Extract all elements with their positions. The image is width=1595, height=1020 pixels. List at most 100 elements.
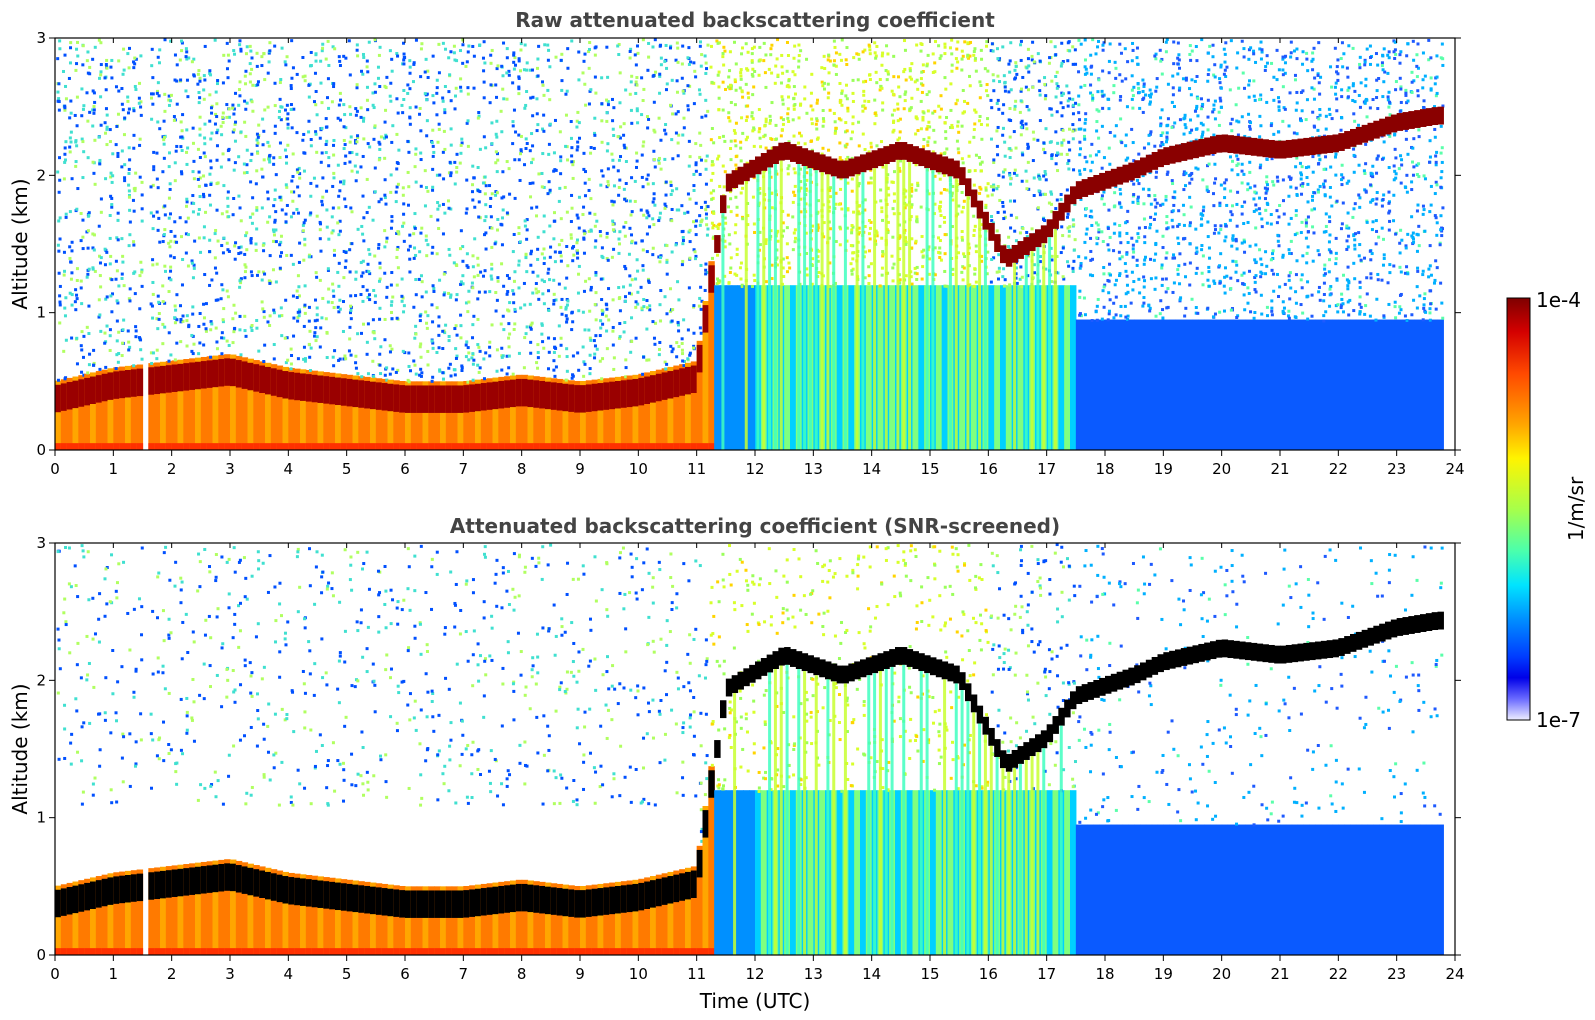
noise-cell [91, 89, 95, 93]
noise-cell [419, 374, 423, 378]
cloud-layer-cell [825, 156, 832, 175]
heatmap-cell [125, 443, 132, 450]
noise-cell [635, 83, 639, 87]
noise-cell [261, 117, 265, 121]
noise-cell [886, 231, 890, 235]
noise-cell [542, 129, 546, 133]
noise-cell [233, 161, 237, 165]
noise-cell [192, 159, 196, 163]
noise-cell [127, 348, 131, 352]
noise-cell [286, 117, 290, 121]
noise-cell [459, 77, 463, 81]
noise-cell [383, 193, 387, 197]
heatmap-cell [247, 443, 254, 450]
heatmap-cell [912, 285, 919, 450]
noise-cell [570, 206, 574, 210]
noise-cell [116, 154, 120, 158]
noise-cell [833, 129, 837, 133]
noise-cell [372, 106, 376, 110]
heatmap-cell [562, 379, 569, 450]
heatmap-cell [405, 443, 412, 450]
noise-cell [1013, 107, 1017, 111]
noise-cell [589, 285, 593, 289]
noise-cell [693, 257, 697, 261]
noise-cell [285, 103, 289, 107]
noise-cell [552, 368, 556, 372]
noise-cell [368, 145, 372, 149]
noise-cell [420, 371, 424, 375]
noise-cell [431, 188, 435, 192]
noise-cell [927, 245, 931, 249]
noise-cell [797, 54, 801, 58]
noise-cell [378, 84, 382, 88]
noise-cell [966, 53, 970, 57]
noise-cell [250, 67, 254, 71]
noise-cell [834, 191, 838, 195]
noise-cell [460, 141, 464, 145]
noise-cell [490, 121, 494, 125]
noise-cell [634, 305, 638, 309]
noise-cell [209, 320, 213, 324]
noise-cell [164, 269, 168, 273]
noise-cell [256, 151, 260, 155]
noise-cell [594, 239, 598, 243]
noise-cell [202, 195, 206, 199]
noise-cell [885, 44, 889, 48]
noise-cell [1053, 45, 1057, 49]
precip-streak [808, 168, 812, 450]
noise-cell [704, 114, 708, 118]
noise-cell [303, 74, 307, 78]
noise-cell [645, 250, 649, 254]
noise-cell [213, 122, 217, 126]
noise-cell [378, 352, 382, 356]
noise-cell [332, 248, 336, 252]
noise-cell [664, 205, 668, 209]
noise-cell [115, 299, 119, 303]
noise-cell [390, 347, 394, 351]
noise-cell [680, 337, 684, 341]
heatmap-cell [504, 376, 511, 450]
noise-cell [1019, 125, 1023, 129]
noise-cell [349, 206, 353, 210]
noise-cell [733, 131, 737, 135]
noise-cell [496, 158, 500, 162]
noise-cell [191, 210, 195, 214]
heatmap-cell [510, 443, 517, 450]
noise-cell [244, 265, 248, 269]
noise-cell [546, 271, 550, 275]
noise-cell [385, 75, 389, 79]
noise-cell [163, 264, 167, 268]
noise-cell [507, 309, 511, 313]
noise-cell [954, 102, 958, 106]
noise-cell [922, 248, 926, 252]
noise-cell [851, 115, 855, 119]
noise-cell [704, 182, 708, 186]
noise-cell [768, 118, 772, 122]
noise-cell [985, 83, 989, 87]
noise-cell [92, 91, 96, 95]
cloud-layer-cell [708, 265, 715, 293]
heatmap-cell [638, 443, 645, 450]
noise-cell [887, 193, 891, 197]
noise-cell [213, 232, 217, 236]
noise-cell [167, 276, 171, 280]
noise-cell [540, 278, 544, 282]
noise-cell [296, 319, 300, 323]
noise-cell [495, 152, 499, 156]
noise-cell [858, 230, 862, 234]
noise-cell [175, 293, 179, 297]
noise-cell [431, 54, 435, 58]
precip-streak [884, 164, 888, 450]
noise-cell [390, 310, 394, 314]
noise-cell [349, 317, 353, 321]
noise-cell [618, 242, 622, 246]
noise-cell [371, 359, 375, 363]
noise-cell [914, 241, 918, 245]
noise-cell [354, 294, 358, 298]
noise-cell [857, 144, 861, 148]
noise-cell [423, 92, 427, 96]
noise-cell [356, 54, 360, 58]
noise-cell [559, 217, 563, 221]
noise-cell [262, 249, 266, 253]
noise-cell [204, 329, 208, 333]
